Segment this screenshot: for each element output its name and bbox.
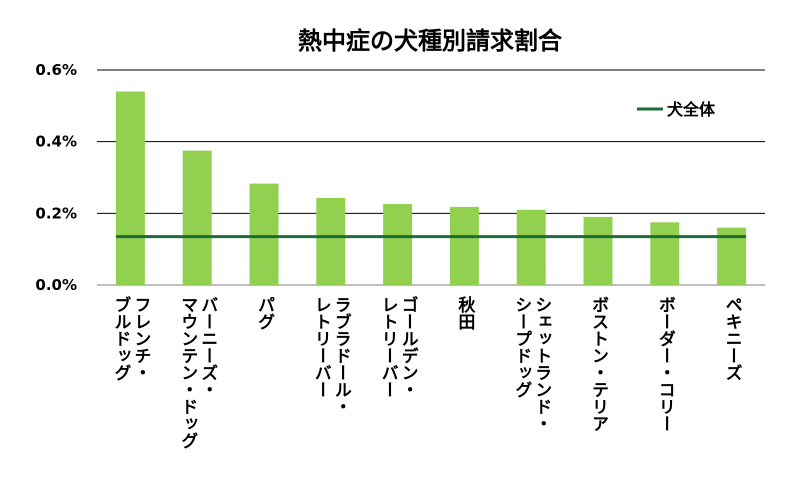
x-tick-label-line: バーニーズ・	[197, 296, 218, 398]
x-tick-label-line: パグ	[254, 296, 275, 330]
x-tick-label-line: レトリーバー	[311, 296, 332, 398]
bar	[115, 91, 145, 285]
bar	[383, 204, 413, 285]
x-tick-label: ラブラドール・レトリーバー	[311, 296, 352, 415]
x-tick-label-line: フレンチ・	[130, 296, 150, 381]
chart-title: 熱中症の犬種別請求割合	[298, 27, 563, 55]
bar	[650, 222, 680, 285]
x-tick-label: ゴールデン・レトリーバー	[378, 295, 419, 398]
x-tick-label: バーニーズ・マウンテン・ドッグ	[177, 296, 218, 449]
x-tick-label: ボストン・テリア	[588, 296, 609, 432]
bar	[583, 216, 613, 285]
bar	[182, 150, 212, 285]
y-axis-ticks: 0.0% 0.2% 0.4% 0.6%	[35, 61, 77, 294]
x-tick-label-line: ボストン・テリア	[588, 296, 609, 432]
y-tick-label: 0.2%	[35, 204, 77, 222]
bars	[115, 91, 747, 285]
x-tick-label: フレンチ・ブルドッグ	[110, 295, 150, 381]
x-tick-label-line: ラブラドール・	[331, 296, 352, 415]
legend-label: 犬全体	[667, 100, 716, 119]
y-tick-label: 0.4%	[35, 133, 77, 151]
x-tick-label: シェットランド・シープドッグ	[511, 296, 551, 432]
bar	[316, 197, 346, 285]
x-tick-label-line: ゴールデン・	[398, 295, 419, 398]
x-tick-label-line: レトリーバー	[378, 296, 399, 398]
x-tick-label-line: マウンテン・ドッグ	[177, 296, 198, 449]
bar	[249, 183, 279, 285]
x-tick-label: ボーダー・コリー	[655, 296, 676, 432]
x-tick-label-line: ボーダー・コリー	[655, 296, 676, 432]
x-axis-labels: フレンチ・ブルドッグ バーニーズ・マウンテン・ドッグ パグ ラブラドール・レトリーバー…	[110, 295, 742, 449]
bar	[516, 209, 546, 285]
x-tick-label: パグ	[254, 296, 275, 330]
x-tick-label: 秋田	[454, 295, 475, 330]
x-tick-label-line: ブルドッグ	[110, 295, 130, 381]
bar	[449, 206, 479, 285]
x-tick-label-line: ペキニーズ	[722, 296, 743, 381]
legend: 犬全体	[637, 100, 716, 119]
y-tick-label: 0.6%	[35, 61, 77, 79]
y-tick-label: 0.0%	[35, 276, 77, 294]
x-tick-label-line: 秋田	[454, 295, 475, 330]
x-tick-label: ペキニーズ	[722, 296, 743, 381]
x-tick-label-line: シープドッグ	[511, 296, 532, 398]
x-tick-label-line: シェットランド・	[531, 296, 551, 432]
